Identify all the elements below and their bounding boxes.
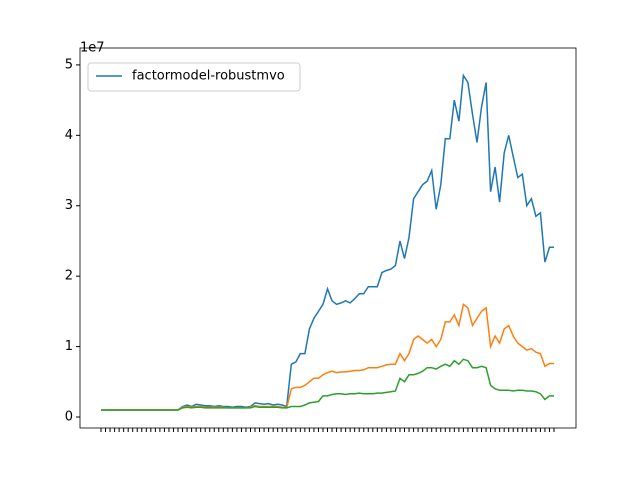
legend-label: factormodel-robustmvo (132, 69, 285, 84)
y-tick-label: 5 (65, 57, 73, 72)
y-tick-label: 0 (65, 410, 73, 425)
y-tick-label: 1 (65, 339, 73, 354)
series-line (101, 358, 554, 411)
axes-frame (79, 47, 577, 429)
y-tick-label: 2 (65, 269, 73, 284)
legend-box (87, 62, 301, 92)
y-tick-label: 4 (65, 128, 73, 143)
y-tick-label: 3 (65, 198, 73, 213)
